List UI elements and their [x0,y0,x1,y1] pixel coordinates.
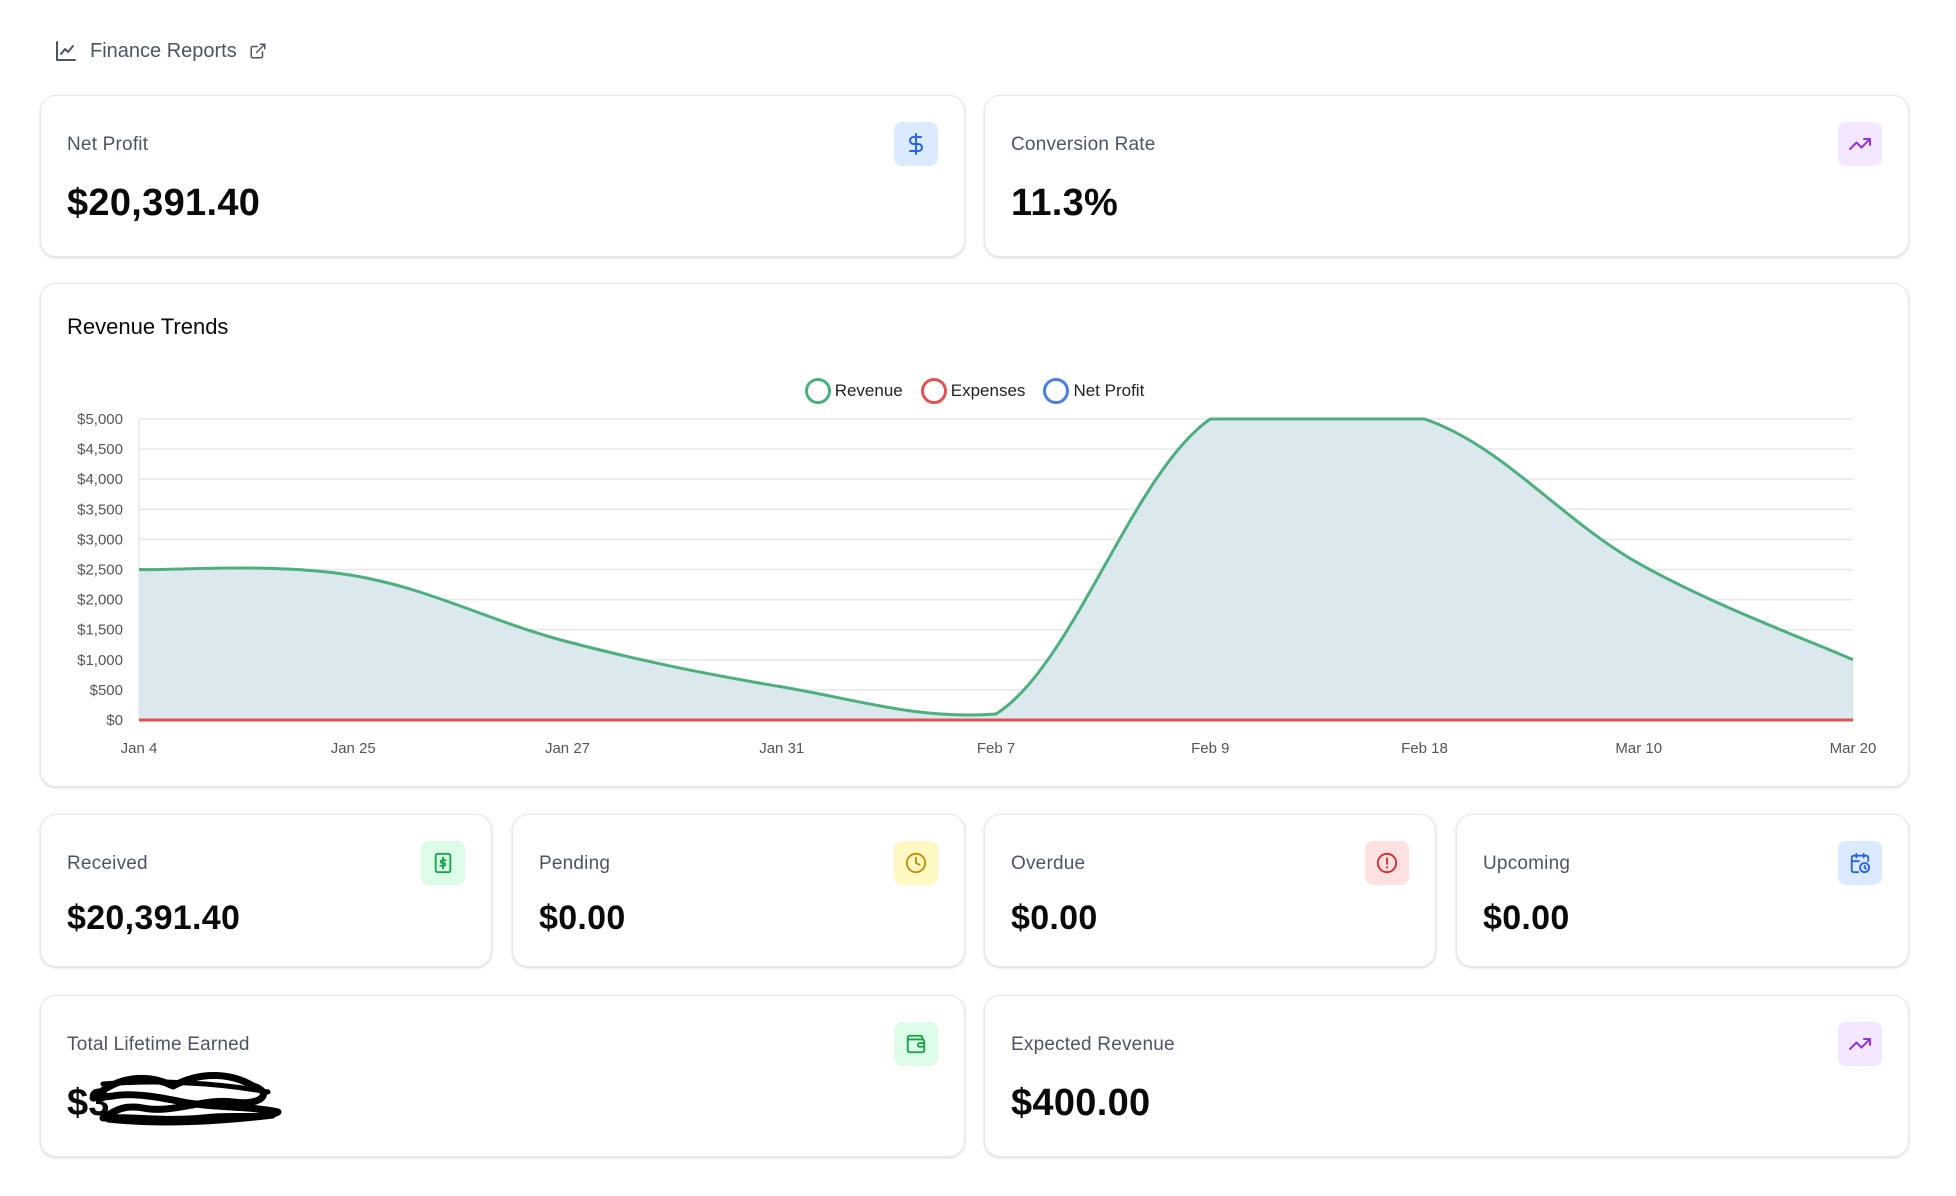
wallet-icon [894,1022,938,1066]
revenue-line [138,417,1854,717]
upcoming-value: $0.00 [1483,899,1570,937]
y-tick-label: $2,500 [77,562,123,579]
x-tick-label: Jan 31 [759,740,804,757]
x-tick-label: Jan 27 [545,740,590,757]
x-tick-label: Mar 20 [1830,740,1877,757]
y-tick-label: $500 [90,682,123,699]
conversion-rate-label: Conversion Rate [1011,134,1156,155]
legend-item-revenue[interactable]: Revenue [804,378,903,404]
received-card: Received $20,391.40 [40,814,492,967]
legend-swatch-net-profit [1043,378,1070,404]
pending-label: Pending [539,853,611,874]
upcoming-card: Upcoming $0.00 [1456,814,1909,967]
x-tick-label: Feb 18 [1401,740,1448,757]
y-tick-label: $1,000 [77,652,123,669]
received-label: Received [67,853,148,874]
overdue-value: $0.00 [1011,899,1098,937]
page-title: Finance Reports [90,39,237,62]
net-profit-value: $20,391.40 [67,182,261,224]
overdue-label: Overdue [1011,853,1086,874]
revenue-area [139,419,1853,720]
legend-label-expenses: Expenses [950,381,1026,400]
redaction-scribble [89,1072,282,1126]
line-chart-icon [54,39,78,63]
y-tick-label: $5,000 [77,411,123,428]
chart-legend: Revenue Expenses Net Profit [41,378,1908,404]
trending-up-icon [1838,122,1882,166]
upcoming-label: Upcoming [1483,853,1571,874]
legend-swatch-revenue [804,378,831,404]
alert-circle-icon [1365,841,1409,885]
x-tick-label: Feb 7 [977,740,1015,757]
expected-revenue-card: Expected Revenue $400.00 [984,995,1909,1157]
finance-reports-link[interactable]: Finance Reports [54,36,267,66]
legend-item-net-profit[interactable]: Net Profit [1043,378,1144,404]
x-tick-label: Jan 4 [121,740,158,757]
x-tick-label: Jan 25 [331,740,376,757]
conversion-rate-value: 11.3% [1011,182,1119,224]
trending-up-icon [1838,1022,1882,1066]
y-tick-label: $1,500 [77,622,123,639]
legend-label-revenue: Revenue [834,381,903,400]
dollar-icon [894,122,938,166]
legend-item-expenses[interactable]: Expenses [920,378,1026,404]
net-profit-card: Net Profit $20,391.40 [40,95,965,257]
clock-icon [894,841,938,885]
net-profit-label: Net Profit [67,134,149,155]
expected-revenue-value: $400.00 [1011,1082,1151,1124]
pending-card: Pending $0.00 [512,814,965,967]
revenue-chart[interactable]: $0 $500 $1,000 $1,500 $2,000 $2,500 $3,000 $3,5… [41,284,1910,788]
x-tick-label: Feb 9 [1191,740,1229,757]
legend-swatch-expenses [920,378,947,404]
total-lifetime-earned-label: Total Lifetime Earned [67,1034,250,1055]
pending-value: $0.00 [539,899,626,937]
y-tick-label: $2,000 [77,592,123,609]
calendar-clock-icon [1838,841,1882,885]
total-lifetime-earned-card: Total Lifetime Earned $3 [40,995,965,1157]
y-tick-label: $3,500 [77,501,123,518]
overdue-card: Overdue $0.00 [984,814,1436,967]
legend-label-net-profit: Net Profit [1073,381,1145,400]
received-value: $20,391.40 [67,899,241,937]
y-tick-label: $4,500 [77,441,123,458]
receipt-dollar-icon [421,841,465,885]
x-tick-label: Mar 10 [1615,740,1662,757]
expected-revenue-label: Expected Revenue [1011,1034,1175,1055]
y-tick-label: $4,000 [77,471,123,488]
external-link-icon[interactable] [249,42,267,60]
chart-title: Revenue Trends [67,314,229,339]
y-tick-label: $3,000 [77,531,123,548]
revenue-trends-card: Revenue Trends Revenue Expenses Net Prof… [40,283,1909,787]
y-tick-label: $0 [106,712,123,729]
conversion-rate-card: Conversion Rate 11.3% [984,95,1909,257]
